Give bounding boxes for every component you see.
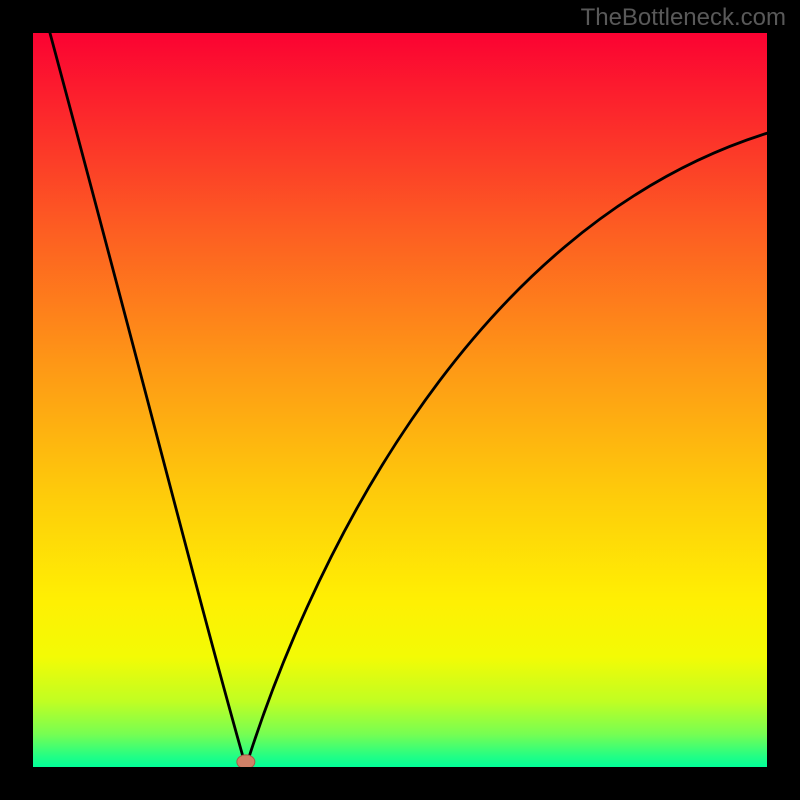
- chart-stage: TheBottleneck.com: [0, 0, 800, 800]
- plot-background: [33, 33, 767, 767]
- bottleneck-chart: [0, 0, 800, 800]
- optimal-point-marker: [237, 755, 255, 769]
